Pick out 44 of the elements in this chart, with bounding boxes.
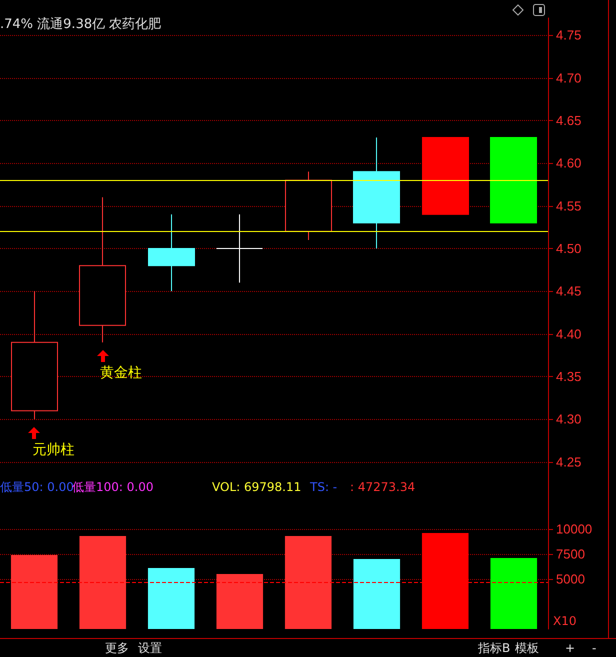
y-tick-label: 10000 (556, 522, 592, 536)
annotation: VOL: 69798.11 (212, 480, 302, 495)
annotation: : 47273.34 (350, 480, 416, 495)
bar (284, 536, 332, 629)
candlestick (79, 196, 126, 343)
bar (148, 568, 195, 629)
text: X10 (553, 614, 576, 629)
y-tick-label: 5000 (556, 572, 585, 586)
candlestick (11, 290, 58, 420)
annotation: 低量100: 0.00 (72, 480, 154, 495)
candlestick (422, 137, 469, 215)
candlestick (148, 214, 195, 292)
candlestick (490, 137, 537, 224)
text: 指标B (478, 641, 510, 656)
text: + (565, 641, 576, 656)
text: 更多 (105, 641, 129, 656)
y-tick-label: 4.40 (556, 326, 582, 342)
text: 模板 (515, 641, 539, 656)
annotation: 低量50: 0.00 (0, 480, 74, 495)
bar (490, 558, 538, 629)
y-tick-label: 4.70 (556, 70, 582, 86)
y-tick-label: 4.35 (556, 369, 582, 384)
bar (216, 574, 264, 629)
y-tick-label: 4.60 (556, 156, 582, 171)
candlestick (285, 171, 332, 240)
y-tick-label: 4.55 (556, 198, 582, 214)
candlestick (353, 137, 400, 249)
bar (79, 536, 126, 629)
annotation: 黄金柱 (100, 365, 142, 382)
y-tick-label: 4.25 (556, 454, 582, 470)
annotation: TS: - (310, 480, 338, 495)
annotation: 元帅柱 (32, 442, 74, 458)
candlestick (216, 214, 263, 284)
bar (353, 559, 400, 629)
bar (10, 555, 58, 629)
chart-title: .74% 流通9.38亿 农药化肥 (0, 17, 162, 32)
y-tick-label: 4.50 (556, 241, 582, 256)
y-tick-label: 4.65 (556, 112, 582, 128)
text: 设置 (138, 641, 162, 656)
y-tick-label: 4.45 (556, 284, 582, 299)
text: - (592, 641, 596, 656)
y-tick-label: 4.75 (556, 28, 582, 43)
y-tick-label: 7500 (556, 546, 585, 562)
y-tick-label: 4.30 (556, 412, 582, 427)
